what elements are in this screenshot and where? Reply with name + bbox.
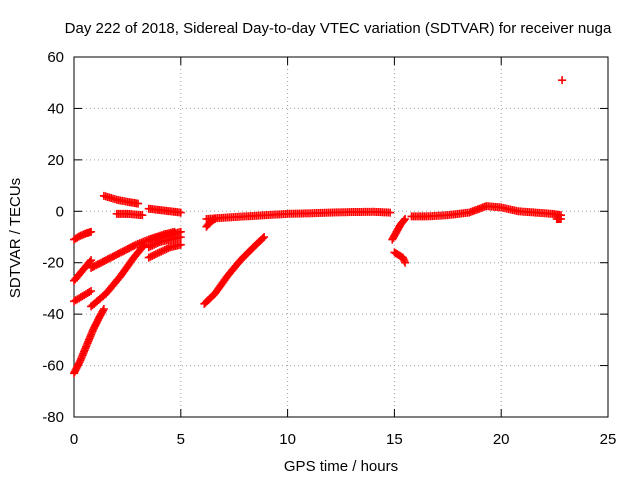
- data-point: [139, 242, 148, 251]
- x-axis-label: GPS time / hours: [284, 458, 398, 475]
- series-arc-o: [202, 215, 219, 231]
- data-point: [134, 199, 143, 208]
- data-point: [85, 257, 94, 266]
- data-point: [99, 305, 108, 313]
- data-point: [557, 215, 566, 223]
- series-arc-s: [552, 215, 566, 223]
- data-point: [140, 240, 149, 249]
- data-point: [401, 215, 410, 223]
- series-arc-i: [144, 204, 185, 217]
- y-tick-label: -40: [42, 306, 64, 323]
- series-arc-g: [99, 191, 143, 208]
- y-tick-label: 60: [47, 49, 64, 66]
- y-axis-label: SDTVAR / TECUs: [7, 178, 24, 298]
- data-point: [87, 287, 96, 295]
- y-tick-label: -20: [42, 255, 64, 272]
- data-point: [400, 216, 409, 225]
- series-arc-q: [390, 248, 410, 267]
- data-point: [209, 215, 218, 224]
- axis-ticks: [73, 56, 609, 418]
- data-point: [160, 245, 169, 254]
- data-point: [148, 241, 157, 250]
- data-point: [159, 246, 167, 255]
- data-point: [144, 253, 153, 262]
- series-arc-f: [87, 240, 149, 311]
- data-point: [150, 240, 159, 249]
- series-arc-l: [144, 240, 185, 262]
- data-point: [162, 245, 171, 253]
- data-series: [70, 76, 567, 378]
- data-point: [130, 241, 139, 250]
- y-tick-label: 20: [47, 152, 64, 169]
- data-point: [153, 239, 162, 247]
- data-point: [144, 243, 153, 252]
- x-tick-labels: 0 5 10 15 20 25: [70, 431, 617, 448]
- data-point: [558, 76, 567, 85]
- series-arc-c: [70, 287, 96, 306]
- series-arc-n: [202, 207, 395, 223]
- data-point: [146, 252, 155, 261]
- series-arc-r: [407, 202, 566, 221]
- chart-title: Day 222 of 2018, Sidereal Day-to-day VTE…: [65, 20, 612, 37]
- series-arc-h: [112, 209, 147, 220]
- data-point: [87, 227, 96, 236]
- y-tick-label: 40: [47, 100, 64, 117]
- data-point: [258, 234, 267, 243]
- data-point: [210, 215, 219, 223]
- x-tick-label: 0: [70, 431, 78, 448]
- data-point: [153, 249, 162, 258]
- y-tick-labels: -80 -60 -40 -20 0 20 40 60: [42, 49, 64, 426]
- y-tick-label: -60: [42, 358, 64, 375]
- data-point: [148, 251, 157, 260]
- series-arc-k: [144, 233, 185, 252]
- data-point: [260, 233, 269, 241]
- data-point: [164, 244, 173, 253]
- data-point: [401, 258, 410, 267]
- y-tick-label: 0: [56, 203, 64, 220]
- x-tick-label: 10: [279, 431, 296, 448]
- y-tick-label: -80: [42, 409, 64, 426]
- data-point: [151, 239, 160, 248]
- data-point: [85, 288, 94, 297]
- series-arc-a: [70, 227, 96, 244]
- x-tick-label: 25: [600, 431, 617, 448]
- data-point: [157, 247, 166, 256]
- data-point: [150, 251, 159, 259]
- data-point: [155, 248, 164, 257]
- data-point: [386, 208, 395, 217]
- data-point: [176, 233, 185, 241]
- series-arc-p: [388, 215, 410, 244]
- series-arc-d: [70, 305, 108, 378]
- data-point: [176, 208, 185, 217]
- data-point: [138, 211, 147, 220]
- data-point: [151, 250, 160, 259]
- x-tick-label: 5: [177, 431, 185, 448]
- data-point: [176, 240, 185, 249]
- series-arc-m: [200, 233, 269, 308]
- x-tick-label: 15: [386, 431, 403, 448]
- data-point: [146, 242, 155, 251]
- x-tick-label: 20: [493, 431, 510, 448]
- data-point: [99, 306, 108, 315]
- data-point: [87, 256, 96, 265]
- series-arc-t: [558, 76, 567, 85]
- series-arc-b: [70, 256, 96, 285]
